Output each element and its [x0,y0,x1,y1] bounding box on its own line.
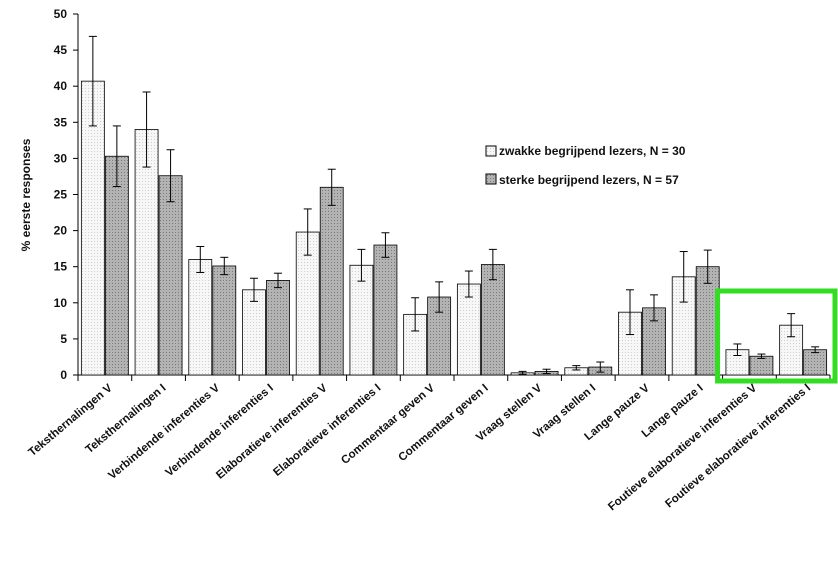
legend-swatch-sterke [485,173,497,185]
y-tick-label: 10 [54,296,68,310]
bar-series-2 [104,155,129,376]
x-tick-label: Elaboratieve inferenties I [271,382,383,479]
y-tick-label: 15 [54,260,68,274]
x-tick-label: Commentaar geven V [339,382,437,467]
y-tick-label: 35 [54,115,68,129]
bar-series-2 [373,244,398,376]
bar-series-1 [456,283,481,376]
bar-series-2 [158,175,183,376]
legend-label-sterke: sterke begrijpend lezers, N = 57 [499,173,679,187]
y-tick-label: 25 [54,188,68,202]
y-axis-label: % eerste responses [19,138,33,251]
legend: zwakke begrijpend lezers, N = 30 sterke … [485,144,686,187]
y-tick-label: 5 [60,332,67,346]
bar-series-1 [188,259,213,376]
y-tick-label: 45 [54,43,68,57]
y-tick-label: 0 [60,368,67,382]
legend-swatch-zwakke [485,145,497,157]
bar-series-2 [319,186,344,376]
bar-series-2 [212,265,237,376]
bar-series-2 [803,349,828,376]
error-bars [88,35,820,375]
x-tick-label: Verbindende inferenties I [163,382,275,479]
y-tick-label: 50 [54,7,68,21]
y-tick-label: 30 [54,151,68,165]
bar-series-1 [242,289,266,376]
x-tick-label: Elaboratieve inferenties V [214,382,330,482]
bar-series-2 [749,355,774,376]
bar-series-1 [349,264,374,376]
bars [80,80,828,376]
x-tick-label: Verbindende inferenties V [106,382,222,482]
bar-series-2 [480,264,505,376]
legend-label-zwakke: zwakke begrijpend lezers, N = 30 [499,144,686,158]
x-tick-label: Commentaar geven I [396,382,490,464]
bar-series-2 [266,280,290,376]
highlight-box [715,288,838,384]
y-tick-label: 20 [54,224,68,238]
y-tick-label: 40 [54,79,68,93]
x-tick-label: Teksthernalingen V [26,382,115,459]
